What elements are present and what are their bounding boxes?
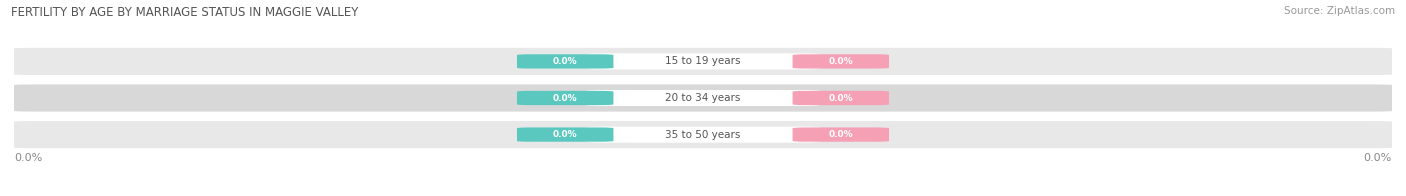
FancyBboxPatch shape xyxy=(517,54,613,69)
FancyBboxPatch shape xyxy=(586,127,820,143)
Text: 0.0%: 0.0% xyxy=(553,57,578,66)
Text: FERTILITY BY AGE BY MARRIAGE STATUS IN MAGGIE VALLEY: FERTILITY BY AGE BY MARRIAGE STATUS IN M… xyxy=(11,6,359,19)
FancyBboxPatch shape xyxy=(7,83,1399,113)
FancyBboxPatch shape xyxy=(517,127,613,142)
Text: 0.0%: 0.0% xyxy=(553,93,578,103)
FancyBboxPatch shape xyxy=(7,47,1399,76)
Text: 0.0%: 0.0% xyxy=(828,57,853,66)
FancyBboxPatch shape xyxy=(586,53,820,69)
Text: 0.0%: 0.0% xyxy=(828,130,853,139)
FancyBboxPatch shape xyxy=(586,90,820,106)
FancyBboxPatch shape xyxy=(7,120,1399,149)
FancyBboxPatch shape xyxy=(793,91,889,105)
FancyBboxPatch shape xyxy=(517,91,613,105)
Text: 0.0%: 0.0% xyxy=(1364,153,1392,163)
Text: 20 to 34 years: 20 to 34 years xyxy=(665,93,741,103)
Text: 35 to 50 years: 35 to 50 years xyxy=(665,130,741,140)
Text: 0.0%: 0.0% xyxy=(14,153,42,163)
Legend: Married, Unmarried: Married, Unmarried xyxy=(619,193,787,196)
FancyBboxPatch shape xyxy=(793,127,889,142)
Text: Source: ZipAtlas.com: Source: ZipAtlas.com xyxy=(1284,6,1395,16)
Text: 0.0%: 0.0% xyxy=(828,93,853,103)
Text: 0.0%: 0.0% xyxy=(553,130,578,139)
FancyBboxPatch shape xyxy=(793,54,889,69)
Text: 15 to 19 years: 15 to 19 years xyxy=(665,56,741,66)
